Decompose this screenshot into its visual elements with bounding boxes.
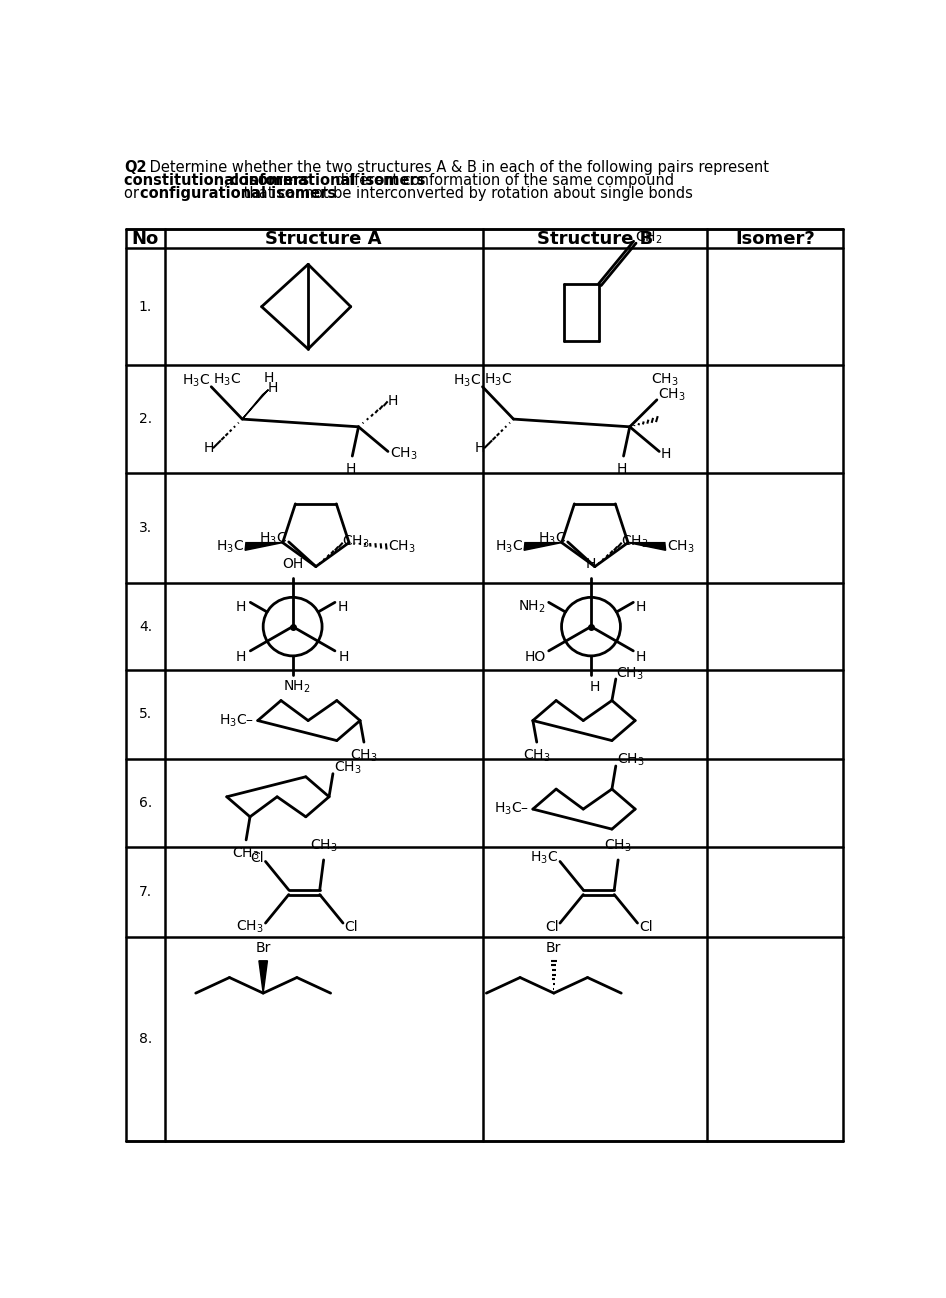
- Text: Cl: Cl: [251, 850, 264, 864]
- Text: 1.: 1.: [139, 300, 152, 314]
- Text: H: H: [636, 600, 646, 614]
- Text: Q2: Q2: [125, 160, 147, 175]
- Text: CH$_3$: CH$_3$: [388, 539, 415, 554]
- Text: H$_3$C: H$_3$C: [216, 539, 244, 554]
- Text: CH$_3$: CH$_3$: [342, 533, 370, 550]
- Text: H: H: [589, 680, 600, 693]
- Text: ,: ,: [223, 173, 233, 188]
- Text: CH$_3$: CH$_3$: [233, 846, 260, 862]
- Text: H$_3$C–: H$_3$C–: [219, 713, 254, 728]
- Text: Cl: Cl: [639, 920, 653, 935]
- Text: Determine whether the two structures A & B in each of the following pairs repres: Determine whether the two structures A &…: [146, 160, 769, 175]
- Text: CH$_3$: CH$_3$: [309, 837, 338, 854]
- Text: No: No: [131, 230, 159, 248]
- Text: H: H: [203, 441, 214, 456]
- Text: Cl: Cl: [344, 920, 359, 935]
- Text: H$_3$C: H$_3$C: [259, 531, 288, 546]
- Text: H$_3$C: H$_3$C: [484, 371, 512, 388]
- Text: H: H: [236, 650, 246, 665]
- Text: CH$_3$: CH$_3$: [622, 533, 649, 550]
- Text: H: H: [475, 441, 484, 456]
- Text: constitutional isomers: constitutional isomers: [125, 173, 309, 188]
- Text: H: H: [338, 600, 348, 614]
- Text: conformational isomers: conformational isomers: [230, 173, 426, 188]
- Text: CH$_3$: CH$_3$: [350, 748, 377, 765]
- Text: 4.: 4.: [139, 619, 152, 633]
- Text: 8.: 8.: [139, 1032, 152, 1046]
- Polygon shape: [245, 543, 283, 550]
- Text: CH$_3$: CH$_3$: [390, 445, 417, 462]
- Text: configurational isomers: configurational isomers: [140, 186, 336, 201]
- Text: H: H: [660, 447, 671, 461]
- Text: H: H: [388, 393, 398, 408]
- Text: CH$_3$: CH$_3$: [604, 837, 632, 854]
- Text: different conformation of the same compound: different conformation of the same compo…: [331, 173, 674, 188]
- Text: NH$_2$: NH$_2$: [283, 679, 310, 694]
- Polygon shape: [259, 961, 268, 993]
- Text: H: H: [636, 650, 646, 665]
- Text: H$_3$C: H$_3$C: [213, 371, 241, 388]
- Text: H: H: [264, 371, 274, 386]
- Text: CH$_3$: CH$_3$: [236, 919, 264, 935]
- Text: CH$_3$: CH$_3$: [523, 748, 551, 765]
- Text: H: H: [268, 382, 278, 396]
- Text: CH$_2$: CH$_2$: [635, 230, 662, 245]
- Text: Cl: Cl: [545, 920, 558, 935]
- Text: H$_3$C: H$_3$C: [538, 531, 567, 546]
- Text: H$_3$C: H$_3$C: [182, 373, 210, 389]
- Text: Structure A: Structure A: [266, 230, 382, 248]
- Text: H$_3$C: H$_3$C: [453, 373, 481, 389]
- Text: CH$_3$: CH$_3$: [616, 666, 643, 681]
- Text: H$_3$C: H$_3$C: [495, 539, 523, 554]
- Text: 5.: 5.: [139, 707, 152, 722]
- Text: H: H: [617, 462, 627, 476]
- Polygon shape: [242, 389, 269, 419]
- Text: Isomer?: Isomer?: [735, 230, 815, 248]
- Text: Structure B: Structure B: [536, 230, 653, 248]
- Text: 3.: 3.: [139, 520, 152, 535]
- Text: Br: Br: [546, 941, 562, 954]
- Text: HO: HO: [524, 650, 546, 665]
- Text: OH: OH: [282, 557, 304, 571]
- Text: NH$_2$: NH$_2$: [517, 598, 546, 615]
- Text: that cannot be interconverted by rotation about single bonds: that cannot be interconverted by rotatio…: [239, 186, 693, 201]
- Text: Br: Br: [255, 941, 271, 954]
- Text: CH$_3$: CH$_3$: [617, 752, 644, 768]
- Polygon shape: [524, 543, 562, 550]
- Text: 2.: 2.: [139, 411, 152, 426]
- Text: CH$_3$: CH$_3$: [652, 371, 679, 388]
- Polygon shape: [628, 543, 666, 550]
- Text: CH$_3$: CH$_3$: [658, 387, 686, 402]
- Text: 7.: 7.: [139, 885, 152, 900]
- Text: 6.: 6.: [139, 796, 152, 810]
- Text: H: H: [586, 557, 596, 571]
- Text: CH$_3$: CH$_3$: [667, 539, 694, 554]
- Text: or: or: [125, 186, 144, 201]
- Text: H$_3$C–: H$_3$C–: [494, 801, 529, 818]
- Text: CH$_3$: CH$_3$: [334, 759, 361, 776]
- Text: H: H: [345, 462, 356, 476]
- Text: H: H: [339, 650, 349, 665]
- Text: H$_3$C: H$_3$C: [531, 849, 558, 866]
- Text: H: H: [236, 600, 246, 614]
